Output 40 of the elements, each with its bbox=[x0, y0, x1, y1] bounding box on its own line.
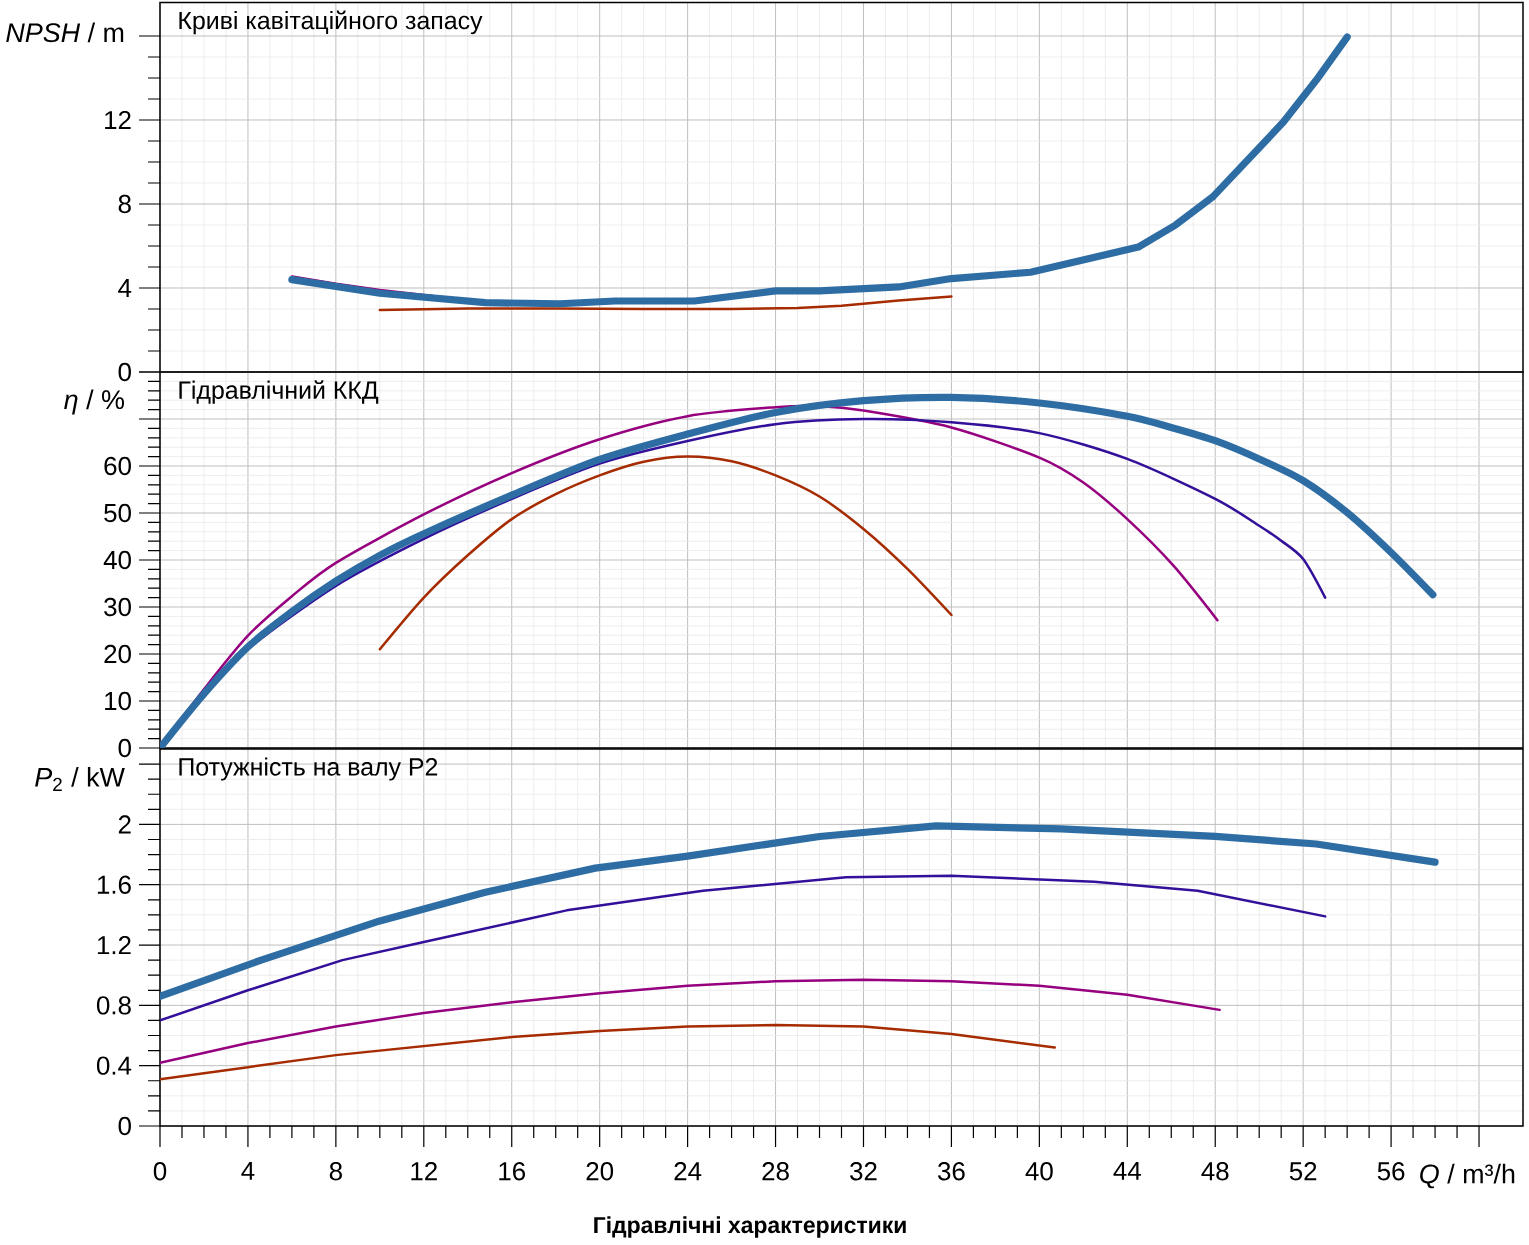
x-tick-label: 12 bbox=[411, 1162, 437, 1181]
text: Гідравлічні характеристики bbox=[594, 1216, 906, 1238]
x-tick-label: 16 bbox=[499, 1162, 526, 1181]
y-axis-title: NPSH / m bbox=[6, 22, 124, 43]
chart-title: Потужність на валу P2 bbox=[179, 757, 438, 781]
x-tick-label: 52 bbox=[1289, 1162, 1317, 1181]
x-axis-title: Q / m³/h bbox=[1420, 1163, 1515, 1189]
x-tick-label: 56 bbox=[1377, 1162, 1405, 1181]
y-tick-label: 60 bbox=[104, 456, 131, 476]
x-tick-label: 32 bbox=[850, 1162, 877, 1181]
y-axis-title: η / % bbox=[64, 389, 124, 415]
y-tick-label: 0.8 bbox=[96, 996, 131, 1015]
y-tick-label: 1.6 bbox=[97, 875, 131, 894]
x-tick-label: 20 bbox=[586, 1162, 614, 1181]
y-axis-title: P$_{2}$ / kW bbox=[35, 767, 125, 791]
chart-title: Гідравлічний ККД bbox=[179, 380, 379, 404]
x-tick-label: 24 bbox=[674, 1162, 702, 1181]
chart-title: Криві кавітаційного запасу bbox=[179, 10, 483, 35]
y-tick-label: 0 bbox=[118, 1116, 131, 1136]
x-tick-label: 44 bbox=[1113, 1162, 1141, 1180]
y-tick-label: 40 bbox=[103, 550, 131, 570]
y-tick-label: 10 bbox=[105, 691, 131, 711]
y-tick-label: 4 bbox=[118, 279, 132, 297]
x-tick-label: 8 bbox=[329, 1162, 342, 1181]
y-tick-label: 30 bbox=[104, 597, 131, 617]
y-tick-label: 12 bbox=[105, 110, 131, 130]
y-tick-label: 1.2 bbox=[97, 935, 131, 955]
x-tick-label: 40 bbox=[1025, 1162, 1053, 1181]
x-tick-label: 36 bbox=[938, 1162, 965, 1181]
y-tick-label: 0 bbox=[118, 738, 131, 758]
y-tick-label: 0 bbox=[118, 362, 131, 382]
x-tick-label: 28 bbox=[762, 1162, 789, 1181]
y-tick-label: 2 bbox=[118, 815, 131, 834]
y-tick-label: 20 bbox=[104, 644, 131, 664]
x-tick-label: 0 bbox=[153, 1162, 167, 1181]
y-tick-label: 50 bbox=[104, 503, 131, 523]
y-tick-label: 0.4 bbox=[96, 1056, 132, 1075]
x-tick-label: 4 bbox=[241, 1162, 255, 1180]
x-tick-label: 48 bbox=[1201, 1162, 1229, 1181]
y-tick-label: 8 bbox=[118, 194, 131, 214]
